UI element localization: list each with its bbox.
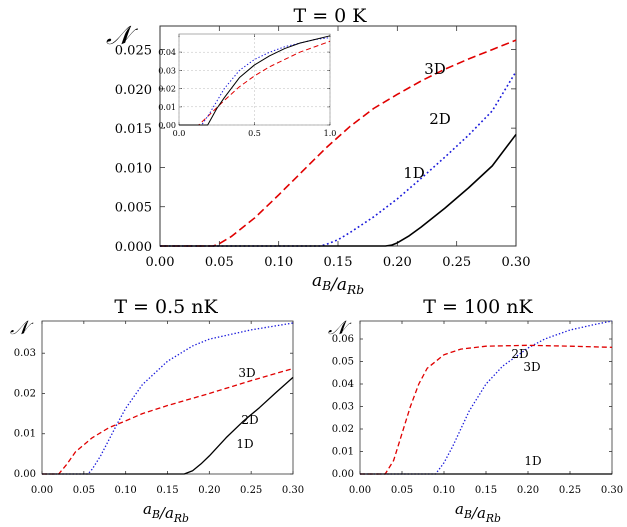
series-line-1d [160, 133, 517, 247]
y-tick-label: 0.02 [14, 388, 36, 399]
y-tick-label: 0.03 [332, 402, 354, 413]
series-line-2d [42, 367, 294, 475]
series-label-1d: 1D [236, 437, 253, 451]
y-axis-symbol: 𝒩 [10, 317, 34, 339]
inset-panel: 0.0 0.5 1.0 0.00 0.01 0.02 0.03 0.04 [158, 33, 337, 138]
y-tick-label: 0.000 [115, 240, 152, 255]
x-axis-label: aB/aRb [455, 500, 501, 525]
x-axis-label: aB/aRb [143, 500, 189, 525]
y-tick-label: 0.03 [14, 348, 36, 359]
series-line-2d [179, 37, 331, 126]
x-tick-label: 0.30 [282, 485, 304, 496]
y-tick-label: 0.005 [115, 201, 152, 216]
x-tick-label: 0.05 [205, 255, 234, 270]
x-tick-label: 0.15 [475, 485, 497, 496]
series-label-2d: 2D [429, 110, 451, 128]
y-tick-label: 0.05 [332, 357, 354, 368]
y-tick-label: 0.04 [158, 48, 176, 57]
y-tick-label: 0.015 [115, 122, 152, 137]
y-axis-symbol: 𝒩 [328, 317, 352, 339]
series-line-3d [160, 39, 517, 247]
series-line-2d [160, 71, 517, 247]
series-label-3d: 3D [238, 366, 255, 380]
plot-frame [41, 320, 294, 475]
panel-t05nk: 0.00 0.05 0.10 0.15 0.20 0.25 0.30 0.00 0.01 0.02… [10, 296, 304, 525]
y-tick-label: 0.020 [115, 83, 152, 98]
x-tick-label: 0.20 [198, 485, 220, 496]
x-tick-label: 0.15 [324, 255, 353, 270]
chart-title: T = 0 K [294, 5, 368, 27]
x-tick-label: 0.0 [173, 129, 186, 138]
y-tick-label: 0.01 [14, 429, 36, 440]
y-tick-label: 0.00 [332, 469, 354, 480]
x-tick-label: 0.00 [146, 255, 175, 270]
series-label-3d: 3D [424, 60, 446, 78]
x-axis-label: aB/aRb [312, 271, 364, 297]
chart-title: T = 0.5 nK [114, 296, 218, 318]
x-tick-label: 0.00 [349, 485, 371, 496]
series-label-2d: 2D [241, 413, 258, 427]
plot-frame [359, 320, 613, 475]
series-line-3d [42, 322, 294, 475]
x-tick-label: 0.20 [517, 485, 539, 496]
x-tick-label: 0.25 [240, 485, 262, 496]
x-tick-label: 0.10 [115, 485, 137, 496]
y-tick-label: 0.025 [115, 44, 152, 59]
series-label-2d: 2D [511, 347, 528, 361]
y-tick-label: 0.06 [332, 334, 354, 345]
y-tick-label: 0.00 [14, 469, 36, 480]
x-tick-label: 1.0 [324, 129, 337, 138]
y-tick-label: 0.00 [158, 121, 176, 130]
x-tick-label: 0.00 [31, 485, 53, 496]
y-tick-label: 0.02 [158, 85, 176, 94]
series-line-2d [360, 320, 613, 475]
x-tick-label: 0.25 [442, 255, 471, 270]
x-tick-label: 0.05 [391, 485, 413, 496]
y-tick-label: 0.03 [158, 66, 176, 75]
y-tick-label: 0.010 [115, 161, 152, 176]
x-tick-label: 0.30 [601, 485, 623, 496]
chart-title: T = 100 nK [423, 296, 533, 318]
y-tick-label: 0.01 [332, 447, 354, 458]
series-label-1d: 1D [524, 454, 541, 468]
x-tick-label: 0.10 [264, 255, 293, 270]
x-tick-label: 0.15 [156, 485, 178, 496]
series-line-1d [179, 35, 331, 126]
y-tick-label: 0.04 [332, 379, 354, 390]
x-tick-label: 0.25 [559, 485, 581, 496]
series-label-3d: 3D [523, 360, 540, 374]
y-tick-label: 0.02 [332, 424, 354, 435]
x-tick-label: 0.5 [248, 129, 261, 138]
panel-t100nk: 0.00 0.05 0.10 0.15 0.20 0.25 0.30 0.00 0.01 0.02… [328, 296, 623, 525]
series-label-1d: 1D [403, 164, 425, 182]
series-line-1d [42, 376, 294, 475]
x-tick-label: 0.30 [502, 255, 531, 270]
y-tick-label: 0.01 [158, 103, 176, 112]
x-tick-label: 0.10 [433, 485, 455, 496]
x-tick-label: 0.05 [73, 485, 95, 496]
x-tick-label: 0.20 [383, 255, 412, 270]
series-line-3d [360, 344, 613, 475]
